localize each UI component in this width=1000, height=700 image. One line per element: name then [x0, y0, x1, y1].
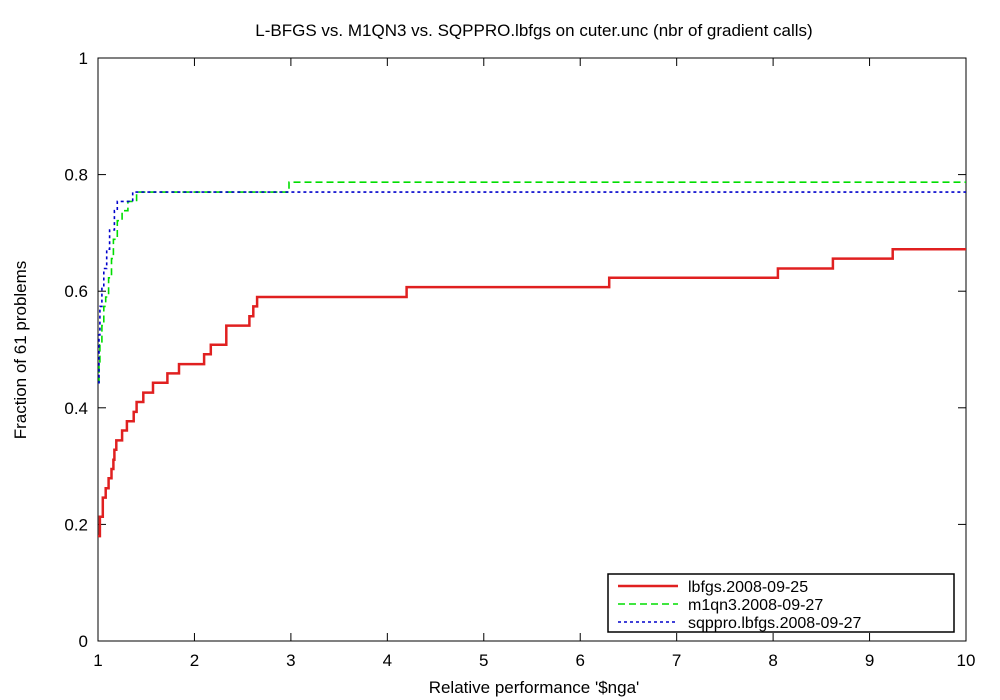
- x-tick-label: 4: [383, 651, 392, 670]
- x-tick-label: 3: [286, 651, 295, 670]
- x-tick-label: 5: [479, 651, 488, 670]
- axis-tick-labels: 1 2 3 4 5 6 7 8 9 10 0 0.2 0.4 0.6 0.8 1: [64, 49, 975, 670]
- series-line-2: [98, 181, 966, 384]
- y-tick-label: 0: [79, 632, 88, 651]
- x-axis-label: Relative performance '$nga': [429, 678, 640, 697]
- plot-frame: [97, 57, 967, 642]
- x-tick-label: 2: [190, 651, 199, 670]
- series-layer: [98, 181, 966, 538]
- legend-label-1: lbfgs.2008-09-25: [688, 579, 808, 596]
- y-tick-label: 0.6: [64, 282, 88, 301]
- y-axis-label: Fraction of 61 problems: [11, 261, 30, 440]
- x-tick-label: 10: [957, 651, 976, 670]
- chart-title: L-BFGS vs. M1QN3 vs. SQPPRO.lbfgs on cut…: [255, 21, 812, 40]
- x-tick-label: 6: [575, 651, 584, 670]
- legend-box: [607, 573, 955, 633]
- x-tick-label: 9: [865, 651, 874, 670]
- y-tick-label: 0.8: [64, 166, 88, 185]
- series-line-3: [98, 191, 966, 384]
- x-tick-label: 1: [93, 651, 102, 670]
- legend-label-2: m1qn3.2008-09-27: [688, 597, 823, 614]
- axis-ticks: [97, 57, 967, 642]
- series-line-1: [98, 247, 966, 538]
- x-tick-label: 8: [768, 651, 777, 670]
- y-tick-label: 1: [79, 49, 88, 68]
- y-tick-label: 0.2: [64, 515, 88, 534]
- legend-entries: lbfgs.2008-09-25m1qn3.2008-09-27sqppro.l…: [618, 579, 862, 632]
- y-tick-label: 0.4: [64, 399, 88, 418]
- x-tick-label: 7: [672, 651, 681, 670]
- legend-label-3: sqppro.lbfgs.2008-09-27: [688, 615, 862, 632]
- legend: lbfgs.2008-09-25m1qn3.2008-09-27sqppro.l…: [607, 573, 955, 633]
